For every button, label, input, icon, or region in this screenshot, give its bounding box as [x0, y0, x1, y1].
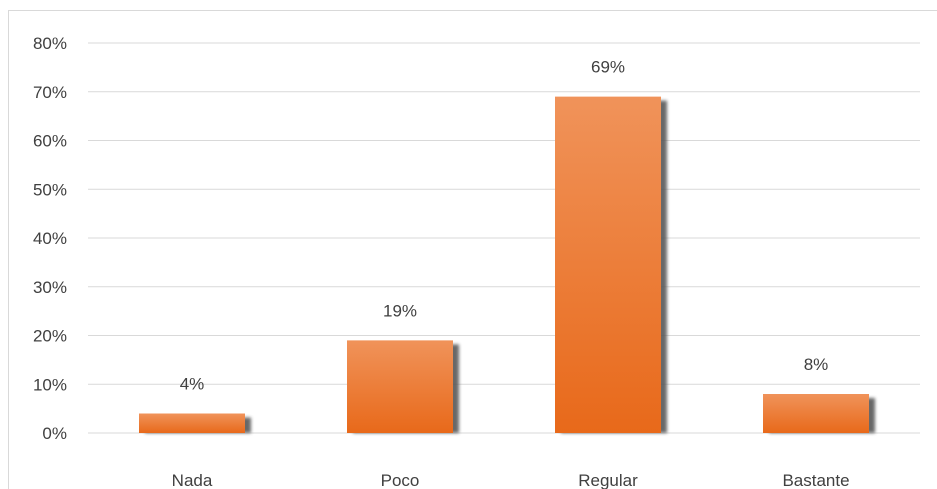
bar-regular: [555, 96, 661, 433]
y-tick-label: 50%: [33, 180, 67, 199]
y-axis-ticks: 0% 10% 20% 30% 40% 50% 60% 70% 80%: [33, 34, 67, 443]
data-label-bastante: 8%: [804, 355, 829, 374]
bar-nada: [139, 413, 245, 433]
bar-poco: [347, 340, 453, 433]
bar-bastante: [763, 394, 869, 433]
y-tick-label: 10%: [33, 375, 67, 394]
x-axis-categories: Nada Poco Regular Bastante: [172, 471, 850, 489]
y-tick-label: 60%: [33, 132, 67, 151]
y-tick-label: 70%: [33, 83, 67, 102]
category-label-poco: Poco: [381, 471, 420, 489]
y-tick-label: 40%: [33, 229, 67, 248]
gridlines: [88, 42, 920, 434]
y-tick-label: 80%: [33, 34, 67, 53]
data-label-poco: 19%: [383, 301, 417, 320]
data-label-nada: 4%: [180, 375, 205, 394]
category-label-nada: Nada: [172, 471, 213, 489]
y-tick-label: 20%: [33, 327, 67, 346]
data-label-regular: 69%: [591, 58, 625, 77]
category-label-regular: Regular: [578, 471, 638, 489]
bars: [139, 96, 875, 433]
category-label-bastante: Bastante: [782, 471, 849, 489]
data-labels: 4% 19% 69% 8%: [180, 58, 829, 394]
chart-frame: [8, 10, 937, 489]
y-tick-label: 30%: [33, 278, 67, 297]
y-tick-label: 0%: [42, 424, 67, 443]
